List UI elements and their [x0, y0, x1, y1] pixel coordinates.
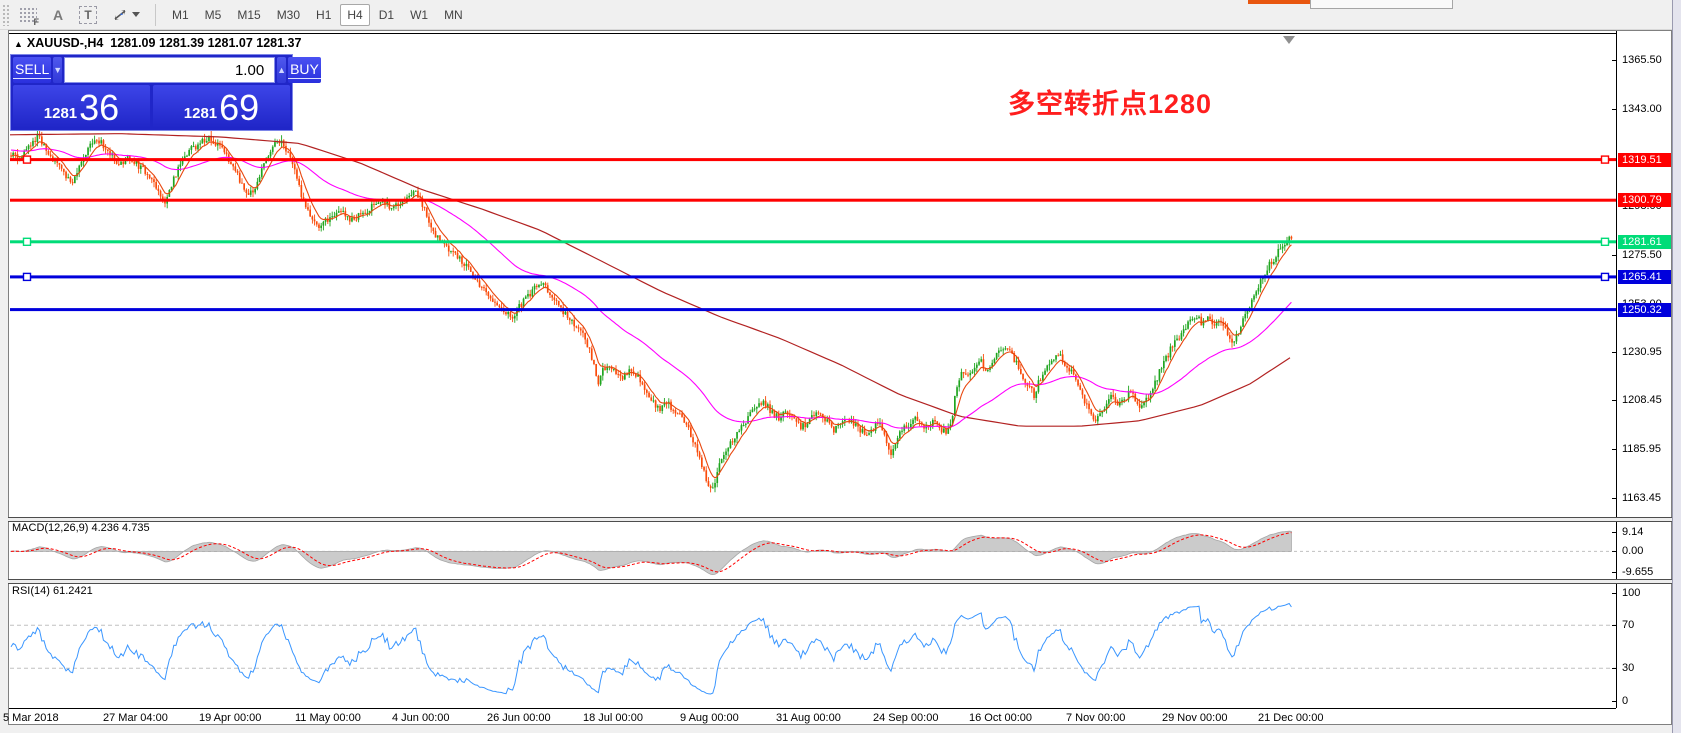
- chart-shift-marker-icon: [1283, 36, 1295, 44]
- price-tick-label: 70: [1622, 619, 1635, 631]
- price-tick-mark: [1612, 400, 1617, 401]
- buy-price-pips: 69: [219, 86, 260, 128]
- time-tick-label: 18 Jul 00:00: [583, 712, 643, 724]
- up-arrow-icon: ▲: [277, 65, 287, 75]
- time-tick-label: 19 Apr 00:00: [199, 712, 262, 724]
- timeframe-button-h1[interactable]: H1: [316, 7, 332, 22]
- cropped-window-fragment-box: [1310, 0, 1453, 9]
- time-tick-label: 5 Mar 2018: [3, 712, 59, 724]
- price-tick-label: 9.14: [1622, 526, 1644, 538]
- price-tick-label: 1163.45: [1622, 492, 1661, 504]
- time-tick-label: 31 Aug 00:00: [776, 712, 841, 724]
- symbol-marker-icon: ▲: [14, 39, 23, 49]
- buy-price-display[interactable]: 1281 69: [153, 85, 290, 128]
- price-tick-mark: [1612, 625, 1617, 626]
- price-tick-mark: [1612, 255, 1617, 256]
- price-tick-mark: [1612, 551, 1617, 552]
- letter-a-icon: A: [52, 6, 64, 23]
- price-tick-mark: [1612, 109, 1617, 110]
- buy-button[interactable]: BUY: [288, 57, 321, 83]
- price-tick-label: 1208.45: [1622, 394, 1662, 406]
- panel-splitter-macd[interactable]: [8, 517, 1672, 522]
- sell-price-main: 1281: [43, 105, 78, 122]
- cropped-window-fragment-orange: [1248, 0, 1310, 4]
- price-tick-mark: [1612, 532, 1617, 533]
- price-level-badge: 1281.61: [1618, 235, 1671, 249]
- window-edge-strip: [1672, 0, 1681, 733]
- time-tick-label: 26 Jun 00:00: [487, 712, 551, 724]
- time-tick-label: 7 Nov 00:00: [1066, 712, 1126, 724]
- time-tick-label: 24 Sep 00:00: [873, 712, 939, 724]
- price-tick-label: 0.00: [1622, 545, 1644, 557]
- volume-increase-button[interactable]: ▲: [277, 57, 287, 83]
- price-level-badge: 1300.79: [1618, 193, 1671, 207]
- timeframe-button-mn[interactable]: MN: [444, 7, 463, 22]
- letter-t-icon: T: [79, 5, 97, 24]
- price-tick-label: 1230.95: [1622, 346, 1662, 358]
- down-arrow-icon: ▼: [53, 65, 63, 75]
- time-tick-label: 16 Oct 00:00: [969, 712, 1032, 724]
- price-tick-mark: [1612, 593, 1617, 594]
- timeframe-button-m15[interactable]: M15: [237, 7, 261, 22]
- toolbar-grip-handle[interactable]: [2, 3, 11, 26]
- crosshair-move-icon[interactable]: [105, 3, 145, 27]
- price-tick-label: 100: [1622, 587, 1641, 599]
- time-tick-label: 9 Aug 00:00: [680, 712, 739, 724]
- chart-window[interactable]: [8, 30, 1672, 725]
- grid-dots-icon: F: [19, 6, 39, 27]
- price-level-badge: 1319.51: [1618, 153, 1671, 167]
- toolbar-separator: [155, 3, 156, 26]
- price-tick-mark: [1612, 498, 1617, 499]
- price-level-badge: 1250.32: [1618, 303, 1671, 317]
- price-tick-mark: [1612, 701, 1617, 702]
- tile-windows-f-icon[interactable]: F: [15, 3, 41, 27]
- cursor-a-icon[interactable]: A: [45, 3, 71, 27]
- time-tick-label: 27 Mar 04:00: [103, 712, 168, 724]
- price-tick-label: 0: [1622, 695, 1629, 707]
- buy-price-main: 1281: [183, 105, 218, 122]
- chart-title: ▲ XAUUSD-,H4 1281.09 1281.39 1281.07 1281…: [14, 36, 301, 50]
- sell-button[interactable]: SELL: [13, 57, 52, 83]
- price-level-badge: 1265.41: [1618, 270, 1671, 284]
- price-tick-label: 30: [1622, 662, 1635, 674]
- time-tick-label: 21 Dec 00:00: [1258, 712, 1324, 724]
- symbol-label: XAUUSD-,H4: [26, 36, 104, 50]
- timeframe-button-m1[interactable]: M1: [172, 7, 189, 22]
- timeframe-button-d1[interactable]: D1: [378, 7, 395, 22]
- price-tick-label: 1275.50: [1622, 249, 1662, 261]
- sell-price-display[interactable]: 1281 36: [13, 85, 150, 128]
- price-tick-label: 1365.50: [1622, 54, 1662, 66]
- price-tick-label: 1343.00: [1622, 103, 1662, 115]
- price-tick-label: -9.655: [1622, 566, 1654, 578]
- dropdown-caret-icon: [131, 12, 140, 17]
- timeframe-button-group: M1 M5 M15 M30 H1 H4 D1 W1 MN: [164, 3, 471, 26]
- macd-indicator-label: MACD(12,26,9) 4.236 4.735: [12, 522, 150, 534]
- price-tick-mark: [1612, 449, 1617, 450]
- timeframe-button-m30[interactable]: M30: [276, 7, 301, 22]
- price-tick-mark: [1612, 668, 1617, 669]
- timeframe-button-w1[interactable]: W1: [410, 7, 429, 22]
- ohlc-readout: 1281.09 1281.39 1281.07 1281.37: [110, 36, 302, 50]
- timeframe-button-h4[interactable]: H4: [340, 3, 370, 26]
- price-tick-mark: [1612, 572, 1617, 573]
- volume-input[interactable]: [64, 57, 276, 83]
- text-label-icon[interactable]: T: [75, 3, 101, 27]
- time-tick-label: 29 Nov 00:00: [1162, 712, 1228, 724]
- panel-splitter-rsi[interactable]: [8, 579, 1672, 584]
- time-tick-label: 4 Jun 00:00: [392, 712, 450, 724]
- one-click-trade-panel: SELL ▼ ▲ BUY 1281 36 1281 69: [10, 54, 321, 131]
- price-tick-mark: [1612, 60, 1617, 61]
- chart-annotation-text: 多空转折点1280: [1008, 89, 1213, 119]
- rsi-indicator-label: RSI(14) 61.2421: [12, 585, 93, 597]
- price-tick-mark: [1612, 352, 1617, 353]
- diagonal-arrows-icon: [114, 9, 125, 20]
- time-tick-label: 11 May 00:00: [295, 712, 361, 724]
- volume-decrease-button[interactable]: ▼: [53, 57, 63, 83]
- sell-price-pips: 36: [79, 86, 120, 128]
- timeframe-button-m5[interactable]: M5: [204, 7, 222, 22]
- price-tick-label: 1185.95: [1622, 443, 1661, 455]
